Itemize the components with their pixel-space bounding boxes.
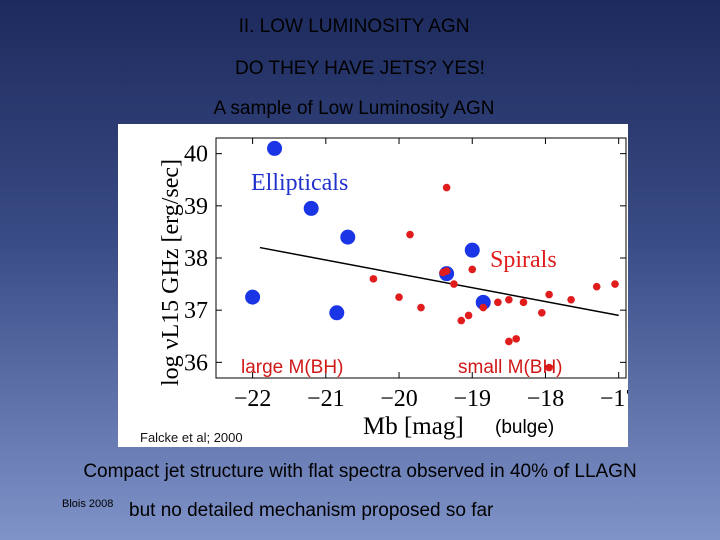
x-tick-label: −19 (453, 386, 491, 412)
spiral-point (442, 183, 451, 192)
slide-title-line1: II. LOW LUMINOSITY AGN (238, 16, 470, 37)
y-tick-label: 36 (184, 350, 208, 376)
citation-falcke: Falcke et al; 2000 (140, 430, 243, 445)
elliptical-point (329, 305, 345, 321)
spiral-point (505, 337, 513, 346)
y-tick-label: 39 (184, 194, 208, 220)
spiral-point (494, 298, 502, 307)
elliptical-point (475, 294, 491, 310)
spiral-point (450, 280, 458, 288)
elliptical-point (464, 242, 480, 258)
chart-panel: −22 −21 −20 −19 −18 −17 36 37 38 39 40 Ellipticals… (118, 124, 628, 447)
spiral-point (369, 275, 378, 283)
spiral-point (545, 363, 553, 372)
slide-title-line2: DO THEY HAVE JETS? YES! (235, 58, 485, 79)
x-tick-label: −18 (527, 386, 565, 412)
spiral-point (519, 298, 528, 307)
x-tick-label: −20 (380, 386, 418, 412)
spiral-point (567, 295, 575, 304)
spiral-point (457, 316, 466, 325)
elliptical-point (267, 140, 283, 156)
spiral-point (592, 282, 601, 291)
spiral-point (395, 293, 403, 301)
spiral-point (406, 230, 414, 239)
elliptical-point (303, 200, 319, 216)
spiral-point (512, 335, 520, 343)
fit-line (259, 246, 619, 317)
x-tick-label: −17 (600, 386, 628, 412)
spiral-point (505, 295, 513, 304)
y-tick-label: 40 (184, 142, 208, 168)
summary-line1: Compact jet structure with flat spectra … (83, 461, 637, 482)
legend-ellipticals: Ellipticals (251, 170, 348, 196)
annotation-bulge: (bulge) (495, 417, 555, 438)
elliptical-point (340, 229, 356, 245)
x-axis-label: Mb [mag] (363, 413, 464, 440)
legend-spirals: Spirals (490, 247, 557, 273)
y-tick-label: 37 (184, 298, 208, 324)
spiral-point (538, 308, 546, 317)
spiral-point (417, 303, 425, 312)
spiral-point (439, 268, 447, 277)
x-tick-label: −21 (307, 386, 345, 412)
spiral-point (464, 311, 473, 320)
y-tick-label: 38 (184, 246, 208, 272)
spiral-point (479, 303, 488, 312)
slide-subtitle: A sample of Low Luminosity AGN (213, 98, 495, 119)
spiral-point (468, 265, 477, 274)
x-tick-label: −22 (234, 386, 272, 412)
annotation-small-mbh: small M(BH) (458, 357, 563, 378)
reference-blois: Blois 2008 (62, 498, 114, 510)
scatter-chart: −22 −21 −20 −19 −18 −17 36 37 38 39 40 Ellipticals… (158, 137, 628, 440)
elliptical-point (245, 289, 261, 305)
y-axis-label: log νL15 GHz [erg/sec] (158, 159, 184, 386)
spiral-point (611, 280, 619, 288)
annotation-large-mbh: large M(BH) (241, 357, 344, 378)
spiral-point (545, 290, 553, 299)
summary-line2: but no detailed mechanism proposed so fa… (129, 500, 494, 521)
